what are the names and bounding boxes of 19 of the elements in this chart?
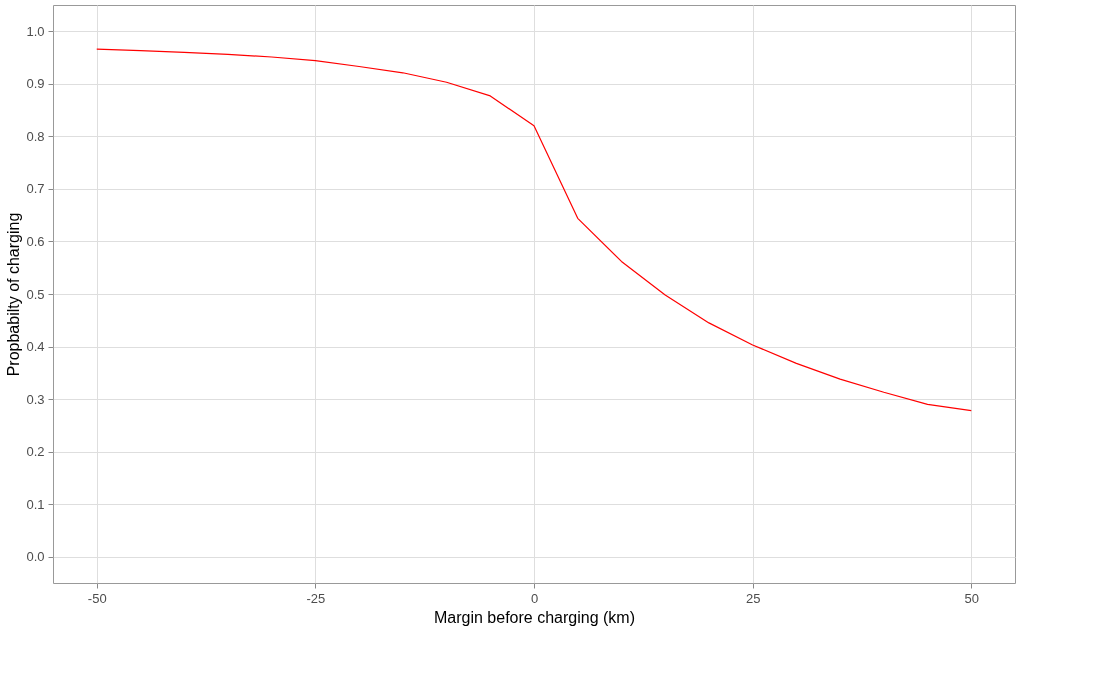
- y-tick-label: 0.8: [26, 128, 45, 144]
- y-tick-label: 0.6: [26, 233, 45, 249]
- x-tick-label: -50: [87, 590, 107, 606]
- y-tick-label: 0.7: [26, 181, 45, 197]
- y-tick-label: 0.1: [26, 496, 45, 512]
- x-tick-label: -25: [306, 590, 326, 606]
- y-tick-label: 0.4: [26, 339, 45, 355]
- y-tick-label: 0.9: [26, 76, 45, 92]
- y-tick-label: 0.3: [26, 391, 45, 407]
- x-tick-label: 0: [530, 590, 539, 606]
- x-tick-label: 50: [964, 590, 980, 606]
- line-series: [96, 48, 972, 412]
- y-tick-label: 0.2: [26, 444, 45, 460]
- y-tick-label: 0.5: [26, 286, 45, 302]
- y-tick-label: 0.0: [26, 549, 45, 565]
- x-tick-label: 25: [745, 590, 761, 606]
- x-axis-title: Margin before charging (km): [434, 608, 635, 626]
- y-tick-label: 1.0: [26, 23, 45, 39]
- y-axis-title: Propbabilty of charging: [5, 212, 23, 377]
